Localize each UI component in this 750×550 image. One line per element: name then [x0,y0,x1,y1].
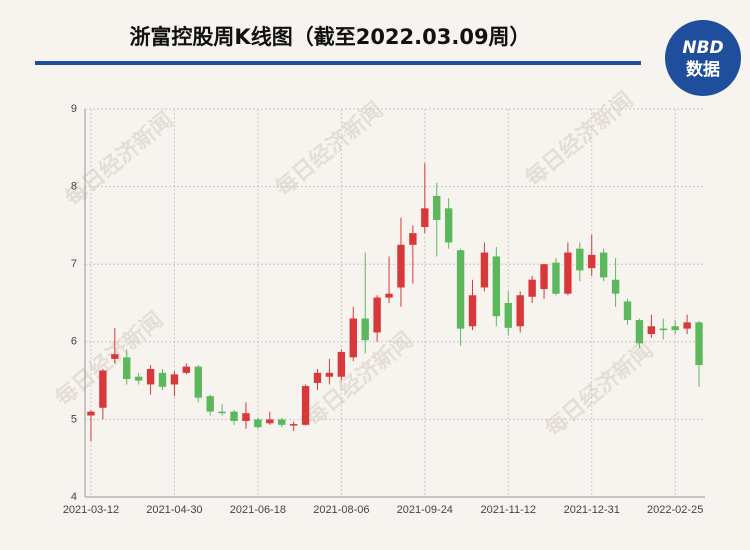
candle-body [170,374,179,385]
candle-body [218,411,226,414]
x-tick-label: 2021-09-24 [397,504,453,516]
candle-body [444,208,453,243]
candle-body [182,366,191,373]
y-tick-label: 8 [71,181,77,193]
y-tick-label: 7 [71,258,77,270]
candle-body [409,233,417,245]
candle-body [361,318,369,341]
x-tick-label: 2021-06-18 [230,504,286,516]
candle-body [528,279,536,297]
candle-body [611,279,620,294]
candle-body [111,354,119,359]
candle-body [289,424,298,426]
candle-body [254,419,262,428]
candle-body [468,295,477,327]
candle-body [373,297,381,333]
candle-body [492,256,501,317]
candle-body [87,411,95,416]
candle-body [206,396,214,412]
candle-body [564,252,572,294]
candle-body [134,376,143,381]
candle-body [588,254,596,269]
candle-body [599,252,608,278]
candle-body [397,244,405,288]
x-tick-label: 2021-08-06 [313,504,369,516]
candle-body [433,195,441,220]
x-tick-label: 2021-11-12 [481,504,536,516]
candle-body [480,252,489,288]
candle-body [456,250,465,329]
chart-title: 浙富控股周K线图（截至2022.03.09周） [129,25,530,49]
y-tick-label: 9 [71,103,77,115]
candle-body [623,301,632,321]
candle-body [695,322,703,366]
candle-body [385,293,393,298]
candle-body [325,372,334,377]
candle-body [242,413,250,421]
x-tick-label: 2021-04-30 [146,504,202,516]
candle-body [504,303,512,328]
logo [665,20,741,96]
candle-body [278,419,286,425]
title-underline [35,61,641,65]
candle-body [635,320,644,344]
y-tick-label: 5 [71,413,77,425]
logo-subtext: 数据 [686,59,720,80]
candle-body [349,318,357,358]
candle-body [647,326,656,335]
candle-body [671,326,679,331]
x-tick-label: 2022-02-25 [647,504,703,516]
y-tick-label: 4 [71,491,77,503]
x-tick-label: 2021-03-12 [63,504,119,516]
candle-body [552,262,560,294]
x-tick-label: 2021-12-31 [564,504,620,516]
candle-body [683,322,691,329]
candle-body [576,248,584,271]
candle-body [194,366,202,398]
candle-body [421,208,429,227]
candle-body [516,295,524,327]
candle-body [99,370,107,408]
logo-text: NBD [682,38,723,58]
candle-body [301,386,310,425]
candle-body [266,419,274,424]
y-tick-label: 6 [71,336,77,348]
candle-body [659,328,667,331]
candle-body [337,351,346,377]
candle-body [146,368,155,385]
candle-body [123,357,131,380]
candle-body [313,372,322,383]
candle-body [158,372,167,387]
candle-body [230,411,238,421]
candle-body [540,264,548,290]
